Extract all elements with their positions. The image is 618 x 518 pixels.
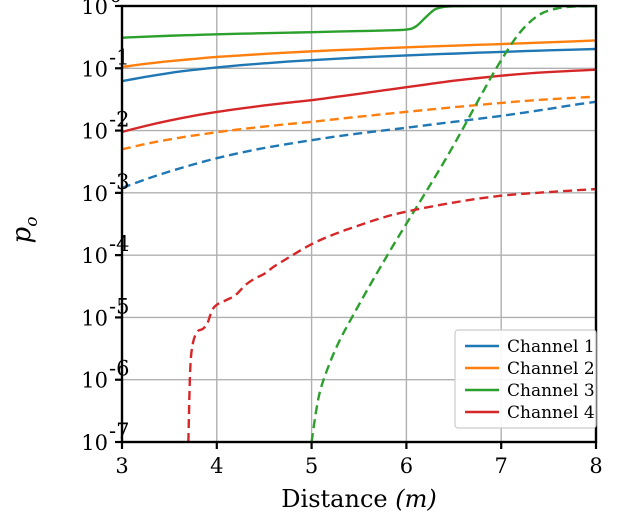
ytick-label-6: 10 -6: [81, 357, 129, 393]
ytick-base-1: 10: [81, 57, 108, 81]
ytick-exponent-2: -2: [109, 108, 129, 132]
series-line-5: [122, 100, 596, 190]
ytick-label-2: 10 -2: [81, 108, 129, 144]
xtick-label-5: 8: [589, 454, 602, 478]
xaxis-label: Distance (m): [281, 485, 436, 513]
series-line-1: [122, 47, 596, 83]
ytick-exponent-6: -6: [109, 357, 129, 381]
legend-label-4: Channel 4: [507, 403, 595, 423]
xtick-label-3: 6: [400, 454, 413, 478]
ytick-label-4: 10 -4: [81, 232, 129, 268]
series-line-2: [122, 39, 596, 69]
legend-label-2: Channel 2: [507, 359, 595, 379]
series-line-4: [122, 68, 596, 134]
ytick-label-1: 10 -1: [81, 45, 129, 81]
ytick-base-3: 10: [81, 182, 108, 206]
yaxis-label-text: po: [7, 217, 42, 244]
axis-ticks: [115, 4, 598, 449]
xaxis-label-text: Distance (m): [281, 485, 436, 513]
xtick-label-2: 5: [305, 454, 318, 478]
ytick-base-5: 10: [81, 306, 108, 330]
ytick-exponent-0: 0: [109, 0, 122, 7]
ytick-exponent-1: -1: [109, 45, 129, 69]
ytick-base-0: 10: [81, 0, 108, 19]
xtick-label-1: 4: [210, 454, 223, 478]
ytick-base-2: 10: [81, 120, 108, 144]
ytick-label-5: 10 -5: [81, 294, 129, 330]
ytick-exponent-5: -5: [109, 294, 129, 318]
series-line-7: [310, 6, 596, 442]
ytick-base-6: 10: [81, 369, 108, 393]
legend-label-1: Channel 1: [507, 337, 595, 357]
xtick-label-0: 3: [115, 454, 128, 478]
ytick-exponent-7: -7: [109, 419, 129, 443]
data-series-group: [122, 6, 596, 442]
ytick-label-3: 10 -3: [81, 170, 129, 206]
plot-border: [120, 4, 598, 444]
series-line-8: [187, 187, 596, 442]
ytick-base-7: 10: [81, 431, 108, 455]
ytick-exponent-4: -4: [109, 232, 129, 256]
ytick-base-4: 10: [81, 244, 108, 268]
ytick-exponent-3: -3: [109, 170, 129, 194]
series-line-6: [122, 95, 596, 151]
xtick-label-4: 7: [495, 454, 508, 478]
legend-box: [454, 329, 597, 429]
ytick-label-0: 100: [81, 0, 122, 19]
yaxis-label: po: [7, 217, 42, 244]
ytick-label-7: 10 -7: [81, 419, 129, 455]
legend-label-3: Channel 3: [507, 381, 595, 401]
